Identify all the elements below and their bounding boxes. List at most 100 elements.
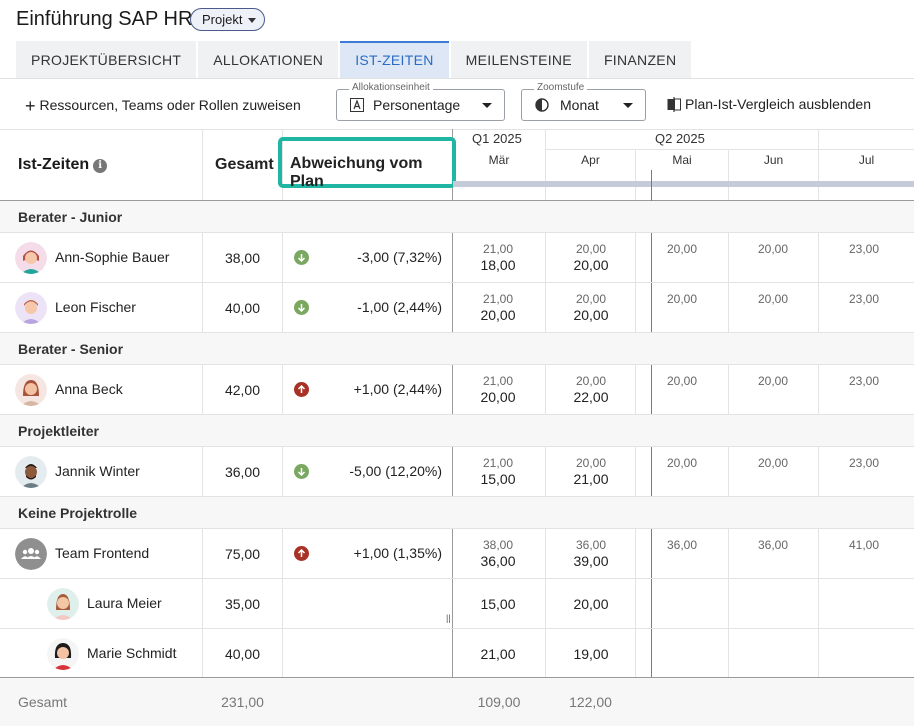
month-cell: 23,00: [819, 365, 909, 389]
table-row[interactable]: Team Frontend 75,00 +1,00 (1,35%) 38,00 3…: [0, 529, 914, 579]
assign-resources-label: Ressourcen, Teams oder Rollen zuweisen: [39, 97, 301, 113]
avatar: [15, 242, 47, 274]
column-header-deviation[interactable]: Abweichung vom Plan: [278, 137, 456, 190]
table-row[interactable]: Marie Schmidt 40,00 21,00 19,00: [0, 629, 914, 679]
month-label: Jun: [763, 153, 784, 167]
person-name: Leon Fischer: [55, 299, 136, 315]
zoom-level-select[interactable]: Zoomstufe Monat: [521, 82, 646, 121]
row-deviation: +1,00 (1,35%): [353, 545, 442, 561]
actual-value[interactable]: 18,00: [480, 257, 516, 273]
month-cell: 38,00 36,00: [453, 529, 543, 569]
planned-value: 23,00: [848, 242, 880, 256]
planned-value: 20,00: [575, 242, 607, 256]
project-type-dropdown[interactable]: Projekt: [190, 8, 266, 31]
table-row[interactable]: Ann-Sophie Bauer 38,00 -3,00 (7,32%) 21,…: [0, 233, 914, 283]
grid-line: [0, 282, 914, 283]
actual-value[interactable]: 21,00: [480, 646, 516, 662]
hide-plan-comparison-label: Plan-Ist-Vergleich ausblenden: [685, 96, 872, 112]
assign-resources-button[interactable]: + Ressourcen, Teams oder Rollen zuweisen: [25, 96, 301, 117]
hide-plan-comparison-button[interactable]: Plan-Ist-Vergleich ausblenden: [667, 96, 871, 112]
footer-divider: [0, 677, 914, 678]
row-total: 35,00: [224, 596, 261, 612]
actual-value[interactable]: 15,00: [480, 596, 516, 612]
month-cell: 21,00 20,00: [453, 283, 543, 323]
table-row[interactable]: Leon Fischer 40,00 -1,00 (2,44%) 21,00 20…: [0, 283, 914, 333]
table-row[interactable]: Jannik Winter 36,00 -5,00 (12,20%) 21,00…: [0, 447, 914, 497]
month-cell: 20,00: [728, 365, 818, 389]
tab-projektuebersicht[interactable]: PROJEKTÜBERSICHT: [16, 41, 197, 78]
group-label: Projektleiter: [18, 423, 99, 439]
month-cell: 23,00: [819, 233, 909, 257]
month-cell: 19,00: [546, 629, 636, 662]
allocation-unit-value: Personentage: [373, 97, 461, 113]
avatar: [47, 638, 79, 670]
allocation-unit-caption: Allokationseinheit: [349, 82, 433, 93]
arrow-down-icon: [294, 250, 309, 265]
actual-value[interactable]: 20,00: [480, 389, 516, 405]
table-row[interactable]: Laura Meier 35,00 15,00 20,00: [0, 579, 914, 629]
planned-value: 21,00: [482, 374, 514, 388]
month-cell: 36,00 39,00: [546, 529, 636, 569]
month-cell: 23,00: [819, 283, 909, 307]
contrast-icon: [535, 98, 549, 112]
avatar: [47, 588, 79, 620]
actual-value[interactable]: 20,00: [573, 307, 609, 323]
actual-value[interactable]: 36,00: [480, 553, 516, 569]
actual-value[interactable]: 19,00: [573, 646, 609, 662]
person-name: Ann-Sophie Bauer: [55, 249, 170, 265]
tab-allokationen[interactable]: ALLOKATIONEN: [198, 41, 339, 78]
month-cell: 20,00: [728, 233, 818, 257]
grid-line: [0, 414, 914, 415]
total-row-month: 109,00: [477, 694, 521, 710]
tab-divider: [0, 78, 914, 79]
month-cell: 20,00 22,00: [546, 365, 636, 405]
month-cell: 20,00 21,00: [546, 447, 636, 487]
month-cell: 20,00: [728, 447, 818, 471]
actual-value[interactable]: 21,00: [573, 471, 609, 487]
arrow-down-icon: [294, 300, 309, 315]
avatar: [15, 292, 47, 324]
group-row: Berater - Junior: [0, 201, 914, 233]
tab-meilensteine[interactable]: MEILENSTEINE: [450, 41, 587, 78]
month-label: Mai: [672, 153, 692, 167]
row-total: 36,00: [224, 464, 261, 480]
month-cell: 20,00: [637, 233, 727, 257]
today-marker: [651, 170, 652, 726]
chevron-down-icon: [623, 103, 633, 108]
planned-value: 20,00: [666, 456, 698, 470]
total-row-sum: 231,00: [221, 694, 264, 710]
month-cell: 20,00: [546, 579, 636, 612]
letter-a-box-icon: [350, 98, 364, 112]
person-name: Anna Beck: [55, 381, 123, 397]
table-row[interactable]: Anna Beck 42,00 +1,00 (2,44%) 21,00 20,00…: [0, 365, 914, 415]
planned-value: 38,00: [482, 538, 514, 552]
quarter-label: Q2 2025: [655, 131, 705, 146]
planned-value: 41,00: [848, 538, 880, 552]
row-total: 40,00: [224, 300, 261, 316]
grid-line: [546, 149, 914, 150]
actual-value[interactable]: 20,00: [573, 596, 609, 612]
planned-value: 20,00: [575, 374, 607, 388]
tab-finanzen[interactable]: FINANZEN: [588, 41, 692, 78]
column-resize-handle[interactable]: ||: [446, 613, 451, 623]
actual-value[interactable]: 39,00: [573, 553, 609, 569]
group-label: Berater - Senior: [18, 341, 124, 357]
actual-value[interactable]: 22,00: [573, 389, 609, 405]
avatar: [15, 374, 47, 406]
allocation-unit-select[interactable]: Allokationseinheit Personentage: [336, 82, 505, 121]
actual-value[interactable]: 15,00: [480, 471, 516, 487]
month-cell: 20,00: [637, 365, 727, 389]
info-icon[interactable]: i: [93, 159, 108, 173]
grid-line: [0, 232, 914, 233]
planned-value: 20,00: [575, 292, 607, 306]
quarter-label: Q1 2025: [472, 131, 522, 146]
grid-line: [0, 628, 914, 629]
planned-value: 20,00: [757, 242, 789, 256]
actual-value[interactable]: 20,00: [573, 257, 609, 273]
table-title-text: Ist-Zeiten: [18, 156, 90, 173]
actual-value[interactable]: 20,00: [480, 307, 516, 323]
planned-value: 20,00: [757, 292, 789, 306]
month-cell: 41,00: [819, 529, 909, 553]
tab-ist-zeiten[interactable]: IST-ZEITEN: [340, 41, 449, 78]
grid-line: [0, 332, 914, 333]
